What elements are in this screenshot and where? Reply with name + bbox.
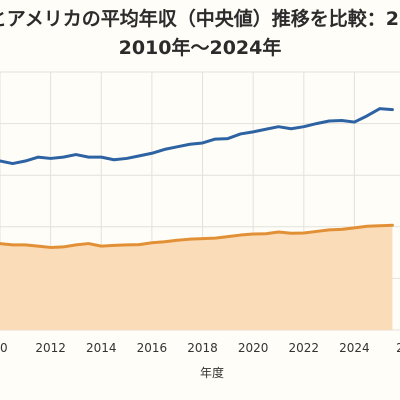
x-tick-label: 2020 (238, 341, 269, 355)
x-tick-label: 2016 (137, 341, 168, 355)
x-tick-label: 2024 (339, 341, 370, 355)
series-1-area (0, 225, 393, 330)
series-1-line (0, 223, 394, 249)
x-tick-label: 0 (0, 341, 8, 355)
chart-title-line-2: 2010年〜2024年 (119, 36, 282, 59)
x-tick-label: 2012 (35, 341, 66, 355)
x-tick-label: 20 (396, 341, 400, 355)
line-layer (0, 107, 394, 249)
series-0-line (0, 107, 394, 166)
x-tick-label: 2014 (86, 341, 117, 355)
x-axis-title: 年度 (200, 365, 224, 380)
x-tick-labels: 0 2012 2014 2016 2018 2020 2022 2024 20 (0, 341, 400, 355)
area-layer (0, 225, 393, 330)
x-tick-label: 2022 (289, 341, 320, 355)
chart-title-line-1: とアメリカの平均年収（中央値）推移を比較：20 (0, 7, 400, 30)
x-tick-label: 2018 (187, 341, 218, 355)
